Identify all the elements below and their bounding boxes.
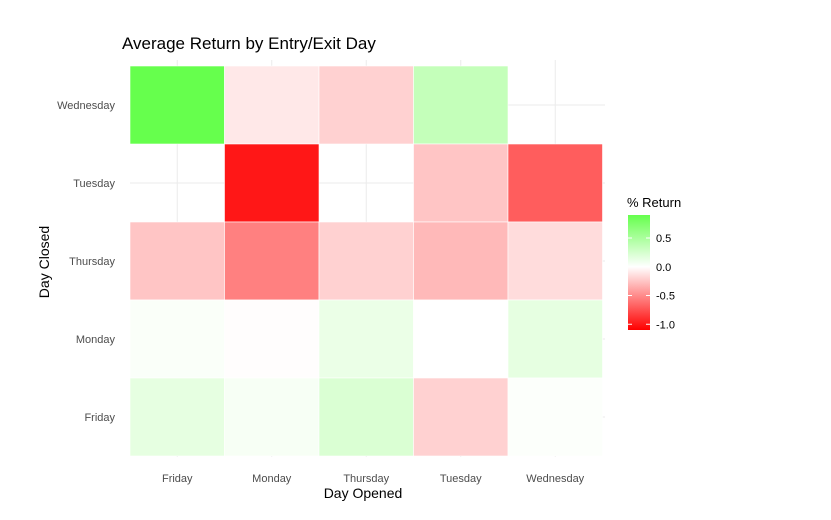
y-tick-label: Wednesday xyxy=(57,100,115,112)
heatmap-cell xyxy=(413,299,509,379)
heatmap-cell xyxy=(224,65,320,145)
legend-tick-label: -0.5 xyxy=(656,291,675,303)
heatmap-cell xyxy=(318,221,414,301)
x-tick-labels: Friday Monday Thursday Tuesday Wednesday xyxy=(162,473,585,485)
legend-tick-label: 0.5 xyxy=(656,233,671,245)
y-tick-label: Monday xyxy=(76,334,116,346)
legend-title: % Return xyxy=(627,195,681,210)
heatmap-cell xyxy=(507,143,603,223)
heatmap-cell xyxy=(507,377,603,457)
heatmap-cell xyxy=(413,143,509,223)
y-tick-label: Thursday xyxy=(69,256,115,268)
heatmap-cell xyxy=(413,65,509,145)
chart-title: Average Return by Entry/Exit Day xyxy=(122,34,376,53)
heatmap-cell xyxy=(224,221,320,301)
heatmap-cell xyxy=(507,299,603,379)
y-axis-title: Day Closed xyxy=(36,226,52,298)
x-tick-label: Monday xyxy=(252,473,292,485)
legend-tick-label: 0.0 xyxy=(656,262,671,274)
y-tick-label: Friday xyxy=(84,412,115,424)
x-tick-label: Thursday xyxy=(343,473,389,485)
heatmap-cell xyxy=(413,221,509,301)
heatmap-cell xyxy=(318,377,414,457)
heatmap-cell xyxy=(129,377,225,457)
x-axis-title: Day Opened xyxy=(324,485,403,501)
y-tick-label: Tuesday xyxy=(73,178,115,190)
y-tick-labels: Wednesday Tuesday Thursday Monday Friday xyxy=(57,100,115,424)
heatmap-cell xyxy=(318,299,414,379)
heatmap-cells xyxy=(129,65,603,457)
x-tick-label: Friday xyxy=(162,473,193,485)
heatmap-cell xyxy=(129,221,225,301)
heatmap-cell xyxy=(129,299,225,379)
heatmap-cell xyxy=(318,65,414,145)
legend-tick-label: -1.0 xyxy=(656,319,675,331)
heatmap-cell xyxy=(413,377,509,457)
heatmap-cell xyxy=(224,377,320,457)
heatmap-cell xyxy=(129,65,225,145)
x-tick-label: Wednesday xyxy=(526,473,584,485)
heatmap-cell xyxy=(507,221,603,301)
legend: % Return 0.5 0.0 -0.5 -1.0 xyxy=(627,195,681,331)
heatmap-cell xyxy=(224,143,320,223)
x-tick-label: Tuesday xyxy=(440,473,482,485)
heatmap-cell xyxy=(224,299,320,379)
legend-ticks: 0.5 0.0 -0.5 -1.0 xyxy=(628,233,675,331)
legend-color-bar xyxy=(628,215,650,330)
